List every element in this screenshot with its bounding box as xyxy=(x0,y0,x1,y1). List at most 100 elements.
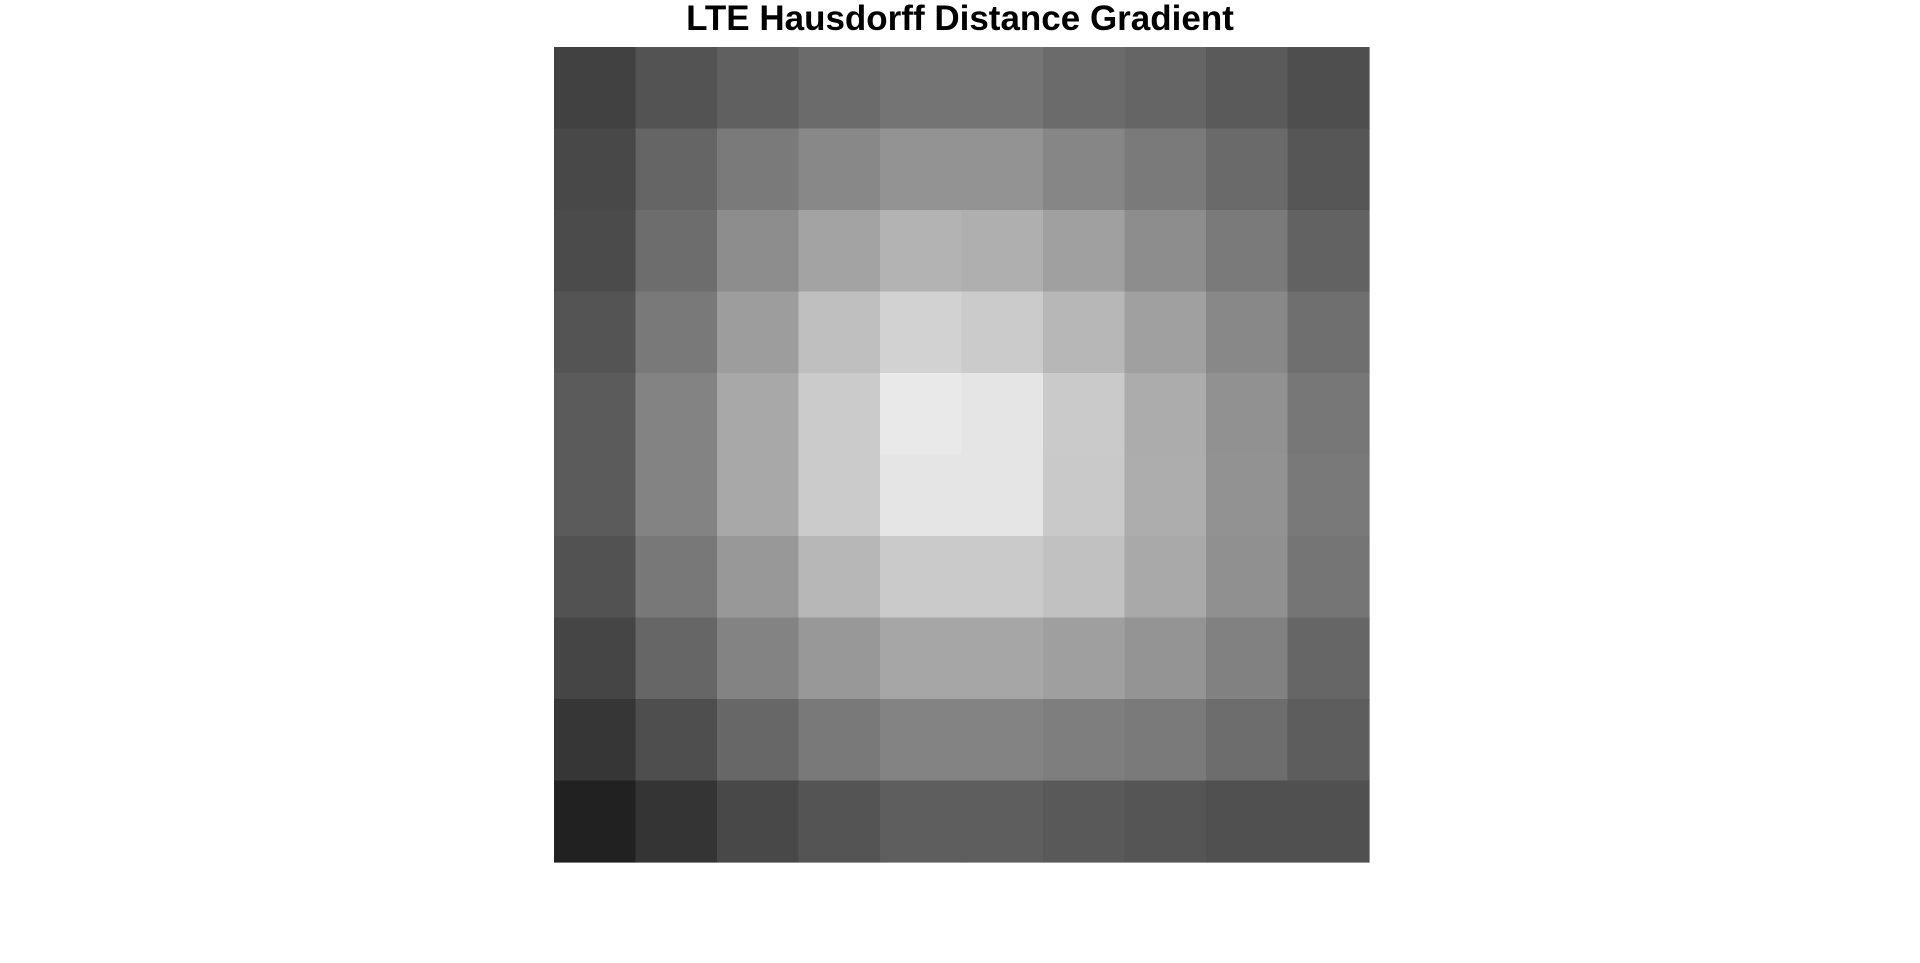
heatmap-cell-r1-c4 xyxy=(880,128,963,211)
heatmap-cell-r3-c5 xyxy=(961,291,1044,374)
heatmap-cell-r9-c7 xyxy=(1124,780,1207,863)
heatmap-cell-r6-c1 xyxy=(635,536,718,619)
heatmap-cell-r7-c3 xyxy=(798,617,881,700)
heatmap-cell-r6-c0 xyxy=(554,536,637,619)
heatmap-cell-r6-c5 xyxy=(961,536,1044,619)
heatmap-cell-r5-c4 xyxy=(880,454,963,537)
heatmap-cell-r3-c8 xyxy=(1206,291,1289,374)
heatmap-cell-r7-c2 xyxy=(717,617,800,700)
heatmap-cell-r8-c4 xyxy=(880,699,963,782)
heatmap-cell-r4-c9 xyxy=(1287,373,1370,456)
heatmap-cell-r1-c1 xyxy=(635,128,718,211)
heatmap-cell-r4-c0 xyxy=(554,373,637,456)
heatmap-cell-r3-c6 xyxy=(1043,291,1126,374)
heatmap-cell-r4-c3 xyxy=(798,373,881,456)
heatmap-cell-r6-c8 xyxy=(1206,536,1289,619)
heatmap-cell-r0-c7 xyxy=(1124,47,1207,130)
heatmap-cell-r3-c0 xyxy=(554,291,637,374)
heatmap-cell-r7-c9 xyxy=(1287,617,1370,700)
heatmap-cell-r9-c5 xyxy=(961,780,1044,863)
heatmap-cell-r7-c4 xyxy=(880,617,963,700)
heatmap-cell-r9-c6 xyxy=(1043,780,1126,863)
heatmap-cell-r5-c5 xyxy=(961,454,1044,537)
heatmap-cell-r1-c7 xyxy=(1124,128,1207,211)
heatmap-cell-r1-c2 xyxy=(717,128,800,211)
heatmap-cell-r7-c6 xyxy=(1043,617,1126,700)
heatmap-cell-r8-c1 xyxy=(635,699,718,782)
heatmap-cell-r3-c9 xyxy=(1287,291,1370,374)
heatmap-cell-r5-c3 xyxy=(798,454,881,537)
heatmap-cell-r9-c4 xyxy=(880,780,963,863)
heatmap-cell-r9-c9 xyxy=(1287,780,1370,863)
heatmap-cell-r0-c8 xyxy=(1206,47,1289,130)
heatmap-cell-r8-c6 xyxy=(1043,699,1126,782)
heatmap-cell-r0-c0 xyxy=(554,47,637,130)
heatmap-cell-r7-c8 xyxy=(1206,617,1289,700)
heatmap-cell-r0-c9 xyxy=(1287,47,1370,130)
heatmap-cell-r1-c8 xyxy=(1206,128,1289,211)
heatmap-cell-r8-c2 xyxy=(717,699,800,782)
heatmap-cell-r3-c2 xyxy=(717,291,800,374)
heatmap-cell-r5-c8 xyxy=(1206,454,1289,537)
heatmap-cell-r0-c1 xyxy=(635,47,718,130)
heatmap-cell-r8-c5 xyxy=(961,699,1044,782)
heatmap-cell-r2-c4 xyxy=(880,210,963,293)
heatmap-cell-r4-c2 xyxy=(717,373,800,456)
heatmap-cell-r4-c1 xyxy=(635,373,718,456)
heatmap-cell-r6-c4 xyxy=(880,536,963,619)
heatmap-cell-r8-c3 xyxy=(798,699,881,782)
heatmap-cell-r2-c3 xyxy=(798,210,881,293)
heatmap-cell-r5-c1 xyxy=(635,454,718,537)
heatmap-cell-r1-c5 xyxy=(961,128,1044,211)
heatmap-cell-r2-c0 xyxy=(554,210,637,293)
heatmap-cell-r6-c6 xyxy=(1043,536,1126,619)
heatmap-cell-r6-c3 xyxy=(798,536,881,619)
heatmap-cell-r2-c5 xyxy=(961,210,1044,293)
heatmap-cell-r3-c1 xyxy=(635,291,718,374)
heatmap-cell-r0-c6 xyxy=(1043,47,1126,130)
heatmap-cell-r5-c7 xyxy=(1124,454,1207,537)
heatmap-cell-r2-c8 xyxy=(1206,210,1289,293)
heatmap-cell-r4-c6 xyxy=(1043,373,1126,456)
heatmap-cell-r5-c2 xyxy=(717,454,800,537)
heatmap-cell-r1-c6 xyxy=(1043,128,1126,211)
heatmap-cell-r2-c9 xyxy=(1287,210,1370,293)
heatmap-cell-r8-c0 xyxy=(554,699,637,782)
heatmap-cell-r5-c0 xyxy=(554,454,637,537)
heatmap-cell-r3-c3 xyxy=(798,291,881,374)
heatmap-cell-r2-c2 xyxy=(717,210,800,293)
heatmap-grid xyxy=(554,47,1370,863)
heatmap-cell-r3-c7 xyxy=(1124,291,1207,374)
heatmap-cell-r5-c6 xyxy=(1043,454,1126,537)
heatmap-cell-r4-c8 xyxy=(1206,373,1289,456)
heatmap-cell-r0-c3 xyxy=(798,47,881,130)
heatmap-cell-r1-c9 xyxy=(1287,128,1370,211)
heatmap-cell-r5-c9 xyxy=(1287,454,1370,537)
heatmap-cell-r2-c1 xyxy=(635,210,718,293)
heatmap-cell-r9-c8 xyxy=(1206,780,1289,863)
heatmap-cell-r9-c1 xyxy=(635,780,718,863)
heatmap-cell-r0-c4 xyxy=(880,47,963,130)
heatmap-cell-r7-c5 xyxy=(961,617,1044,700)
heatmap-cell-r8-c7 xyxy=(1124,699,1207,782)
heatmap-cell-r7-c0 xyxy=(554,617,637,700)
heatmap-cell-r6-c7 xyxy=(1124,536,1207,619)
heatmap-cell-r8-c8 xyxy=(1206,699,1289,782)
chart-title: LTE Hausdorff Distance Gradient xyxy=(686,0,1234,38)
heatmap-cell-r4-c4 xyxy=(880,373,963,456)
heatmap-cell-r8-c9 xyxy=(1287,699,1370,782)
heatmap-cell-r4-c7 xyxy=(1124,373,1207,456)
heatmap-cell-r9-c3 xyxy=(798,780,881,863)
heatmap-cell-r0-c2 xyxy=(717,47,800,130)
heatmap-cell-r0-c5 xyxy=(961,47,1044,130)
heatmap-cell-r9-c2 xyxy=(717,780,800,863)
heatmap-cell-r9-c0 xyxy=(554,780,637,863)
heatmap-cell-r1-c0 xyxy=(554,128,637,211)
heatmap-cell-r3-c4 xyxy=(880,291,963,374)
heatmap-cell-r2-c7 xyxy=(1124,210,1207,293)
heatmap-cell-r6-c2 xyxy=(717,536,800,619)
heatmap-cell-r4-c5 xyxy=(961,373,1044,456)
heatmap-cell-r7-c7 xyxy=(1124,617,1207,700)
heatmap-cell-r1-c3 xyxy=(798,128,881,211)
